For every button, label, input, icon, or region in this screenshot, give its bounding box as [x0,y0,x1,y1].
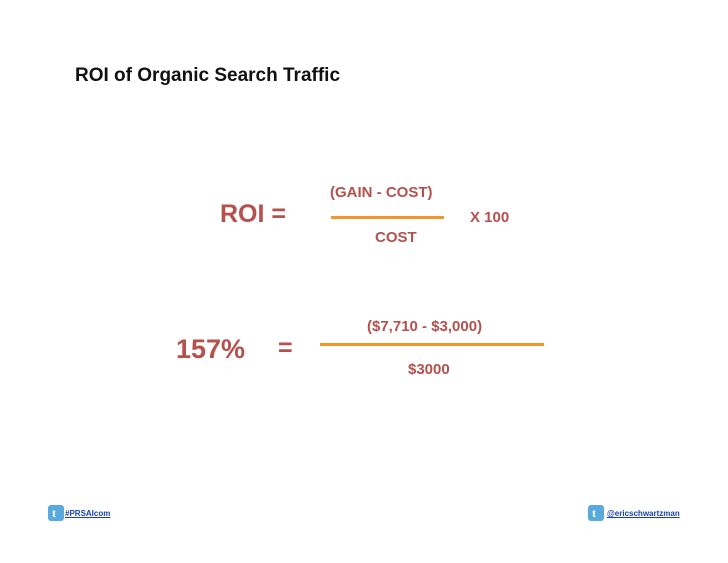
formula-denominator: COST [375,229,417,246]
example-fraction-line [320,343,544,346]
example-result: 157% [176,334,246,364]
formula-multiplier: X 100 [470,209,510,226]
formula-numerator: (GAIN - COST) [330,184,433,201]
slide-title: ROI of Organic Search Traffic [75,65,341,86]
example-numerator: ($7,710 - $3,000) [367,318,483,335]
formula-lhs: ROI = [220,200,286,228]
twitter-handle-link[interactable]: @ericschwartzman [607,509,680,518]
example-equals: = [278,334,293,362]
example-denominator: $3000 [408,361,450,378]
hashtag-link[interactable]: #PRSAIcom [65,509,111,518]
formula-fraction-line [331,216,444,219]
twitter-icon: t [48,505,64,521]
twitter-icon: t [588,505,604,521]
